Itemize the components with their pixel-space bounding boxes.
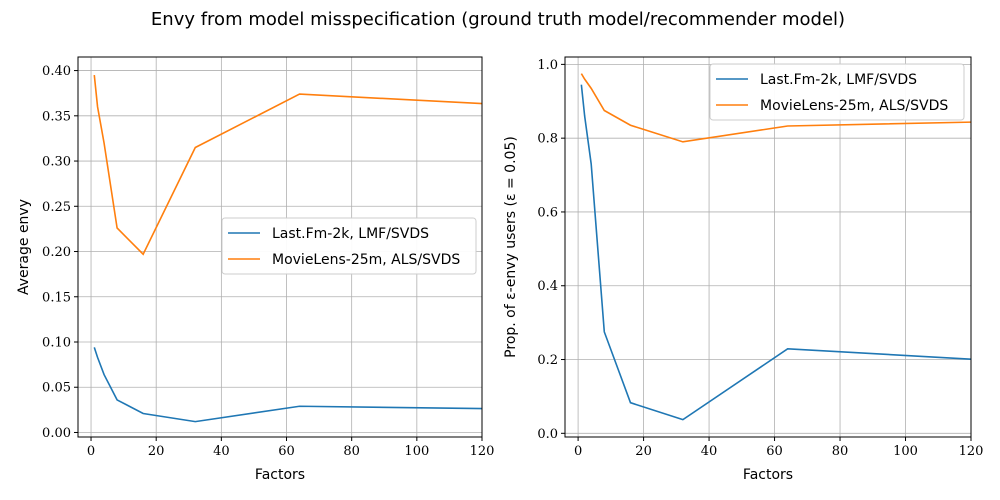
x-tick-label: 60 bbox=[766, 444, 783, 459]
y-tick-label: 0.40 bbox=[42, 64, 71, 79]
x-tick-label: 20 bbox=[635, 444, 652, 459]
x-tick-label: 0 bbox=[574, 444, 582, 459]
y-tick-label: 0.4 bbox=[537, 279, 558, 294]
y-tick-label: 0.15 bbox=[42, 290, 71, 305]
y-tick-label: 0.2 bbox=[537, 353, 558, 368]
series-line-movielens-25m-als-svds bbox=[580, 73, 971, 143]
x-axis-label: Factors bbox=[255, 467, 305, 483]
y-tick-label: 0.10 bbox=[42, 336, 71, 351]
y-tick-label: 0.25 bbox=[42, 200, 71, 215]
series-line-last-fm-2k-lmf-svds bbox=[93, 347, 482, 423]
y-tick-label: 0.6 bbox=[537, 205, 558, 220]
x-tick-label: 80 bbox=[343, 444, 360, 459]
y-axis-label: Average envy bbox=[16, 199, 32, 295]
x-tick-label: 120 bbox=[959, 444, 984, 459]
x-tick-label: 100 bbox=[404, 444, 429, 459]
x-tick-label: 40 bbox=[213, 444, 230, 459]
series-line-last-fm-2k-lmf-svds bbox=[580, 84, 971, 421]
y-tick-label: 1.0 bbox=[537, 58, 558, 73]
x-tick-label: 120 bbox=[470, 444, 495, 459]
y-tick-label: 0.00 bbox=[42, 426, 71, 441]
right-axes: 0 20 40 60 80 100 120 0.0 0.2 0.4 0.6 0.8 1.0 Factors… bbox=[503, 56, 984, 483]
x-tick-label: 80 bbox=[832, 444, 849, 459]
x-tick-label: 20 bbox=[148, 444, 165, 459]
legend-label: MovieLens-25m, ALS/SVDS bbox=[760, 98, 948, 114]
left-axes: 0 20 40 60 80 100 120 0.00 0.05 0.10 0.15 0.20 0.25 0… bbox=[16, 56, 495, 483]
legend-box bbox=[709, 63, 965, 121]
x-tick-label: 40 bbox=[701, 444, 718, 459]
legend-box bbox=[221, 217, 477, 275]
series-line-movielens-25m-als-svds bbox=[93, 75, 482, 256]
axes-frame bbox=[77, 56, 483, 438]
figure-title: Envy from model misspecification (ground… bbox=[151, 9, 845, 30]
x-tick-label: 100 bbox=[893, 444, 918, 459]
y-tick-label: 0.35 bbox=[42, 109, 71, 124]
y-axis-label: Prop. of ε-envy users (ε = 0.05) bbox=[503, 136, 519, 358]
y-tick-label: 0.8 bbox=[537, 132, 558, 147]
y-tick-label: 0.30 bbox=[42, 155, 71, 170]
y-tick-label: 0.05 bbox=[42, 381, 71, 396]
legend-label: Last.Fm-2k, LMF/SVDS bbox=[272, 226, 429, 242]
axes-frame bbox=[564, 56, 972, 438]
x-tick-label: 60 bbox=[278, 444, 295, 459]
legend-label: Last.Fm-2k, LMF/SVDS bbox=[760, 72, 917, 88]
x-tick-label: 0 bbox=[87, 444, 95, 459]
legend-label: MovieLens-25m, ALS/SVDS bbox=[272, 252, 460, 268]
x-axis-label: Factors bbox=[743, 467, 793, 483]
y-tick-label: 0.0 bbox=[537, 427, 558, 442]
y-tick-label: 0.20 bbox=[42, 245, 71, 260]
